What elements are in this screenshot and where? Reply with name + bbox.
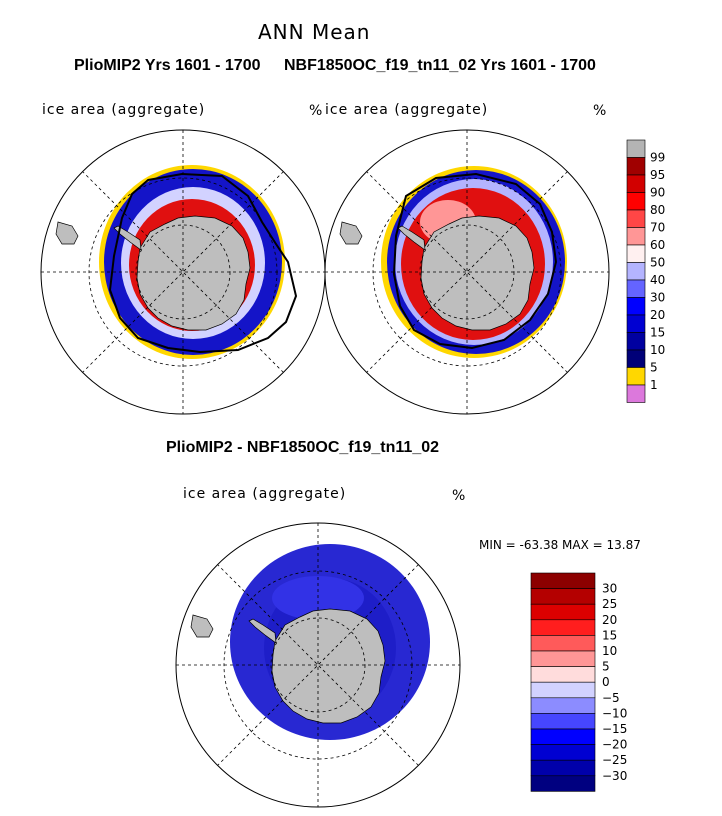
legend-top-swatch-6 — [626, 244, 646, 263]
legend-top-label-10: 15 — [650, 326, 665, 340]
legend-diff-swatch-0 — [530, 572, 596, 589]
legend-top-swatch-5 — [626, 227, 646, 246]
diff-polar-map — [190, 544, 430, 740]
right-graticule — [325, 130, 609, 414]
legend-diff-swatch-2 — [530, 603, 596, 621]
diff-panel-units: % — [452, 488, 466, 504]
legend-diff-swatch-3 — [530, 619, 596, 636]
legend-diff-swatch-6 — [530, 666, 596, 683]
legend-diff-label-12: −30 — [602, 769, 627, 783]
diff-map-border — [175, 522, 461, 808]
diff-panel-title: PlioMIP2 - NBF1850OC_f19_tn11_02 — [166, 439, 440, 456]
diff-panel-variable: ice area (aggregate) — [183, 486, 347, 502]
right-panel-title: NBF1850OC_f19_tn11_02 Yrs 1601 - 1700 — [284, 57, 596, 74]
legend-top-swatch-13 — [626, 367, 646, 386]
legend-top-label-11: 10 — [650, 343, 665, 357]
legend-top-swatch-14 — [626, 384, 646, 403]
legend-diff-swatch-13 — [530, 775, 596, 792]
legend-top-swatch-1 — [626, 157, 646, 176]
legend-diff-label-8: −10 — [602, 706, 627, 720]
left-peninsula — [113, 225, 142, 251]
legend-top-swatch-10 — [626, 314, 646, 333]
legend-top-swatch-4 — [626, 209, 646, 228]
right-map-border — [324, 129, 610, 415]
legend-diff-label-3: 15 — [602, 628, 617, 642]
legend-diff-swatch-10 — [530, 728, 596, 745]
legend-top-swatch-0 — [626, 139, 646, 158]
legend-top-label-8: 30 — [650, 291, 665, 305]
right-polar-map — [339, 166, 567, 358]
legend-diff-label-10: −20 — [602, 738, 627, 752]
legend-top-colorbar: 99 95 90 80 70 60 50 40 30 20 15 10 5 1 — [626, 139, 665, 403]
legend-diff-label-4: 10 — [602, 644, 617, 658]
right-panel-units: % — [593, 103, 607, 119]
legend-top-label-4: 70 — [650, 221, 665, 235]
right-south-america — [339, 221, 363, 245]
legend-top-label-9: 20 — [650, 308, 665, 322]
figure-title: ANN Mean — [258, 20, 371, 44]
legend-top-swatch-3 — [626, 192, 646, 211]
left-polar-map — [55, 165, 298, 359]
legend-top-label-1: 95 — [650, 168, 665, 182]
legend-top-label-0: 99 — [650, 151, 665, 165]
right-peninsula — [397, 225, 426, 251]
legend-top-label-2: 90 — [650, 186, 665, 200]
legend-diff-swatch-9 — [530, 713, 596, 730]
legend-diff-label-9: −15 — [602, 722, 627, 736]
legend-top-swatch-11 — [626, 332, 646, 351]
diff-graticule — [176, 523, 460, 807]
legend-top-label-6: 50 — [650, 256, 665, 270]
legend-diff-swatch-1 — [530, 588, 596, 605]
legend-top-label-7: 40 — [650, 273, 665, 287]
legend-top-swatch-9 — [626, 297, 646, 316]
legend-top-swatch-8 — [626, 279, 646, 298]
diff-south-america — [190, 614, 214, 638]
left-graticule — [41, 130, 325, 414]
legend-diff-label-0: 30 — [602, 582, 617, 596]
diff-peninsula — [248, 618, 277, 644]
legend-top-label-5: 60 — [650, 238, 665, 252]
legend-diff-label-5: 5 — [602, 660, 610, 674]
legend-top-label-3: 80 — [650, 203, 665, 217]
legend-diff-label-6: 0 — [602, 675, 610, 689]
legend-top-swatch-7 — [626, 262, 646, 281]
left-panel-units: % — [309, 103, 323, 119]
legend-diff-swatch-11 — [530, 744, 596, 761]
right-panel-variable: ice area (aggregate) — [325, 102, 489, 118]
legend-diff-label-7: −5 — [602, 691, 620, 705]
legend-top-label-13: 1 — [650, 378, 658, 392]
legend-diff-swatch-7 — [530, 681, 596, 699]
legend-diff-label-2: 20 — [602, 613, 617, 627]
left-panel-title: PlioMIP2 Yrs 1601 - 1700 — [74, 57, 261, 74]
legend-top-swatch-12 — [626, 349, 646, 368]
diff-antarctica — [271, 608, 386, 724]
left-panel-variable: ice area (aggregate) — [42, 102, 206, 118]
legend-top-label-12: 5 — [650, 361, 658, 375]
legend-diff-swatch-5 — [530, 650, 596, 667]
legend-diff-label-11: −25 — [602, 753, 627, 767]
legend-diff-swatch-8 — [530, 697, 596, 714]
left-antarctica — [136, 215, 251, 331]
right-antarctica — [420, 215, 535, 331]
left-south-america — [55, 221, 79, 245]
legend-top-swatch-2 — [626, 174, 646, 193]
diff-min-max: MIN = -63.38 MAX = 13.87 — [479, 538, 641, 552]
right-contour-line — [392, 172, 558, 350]
legend-diff-swatch-4 — [530, 635, 596, 652]
left-contour-line — [108, 172, 298, 354]
legend-diff-swatch-12 — [530, 759, 596, 777]
legend-diff-label-1: 25 — [602, 597, 617, 611]
